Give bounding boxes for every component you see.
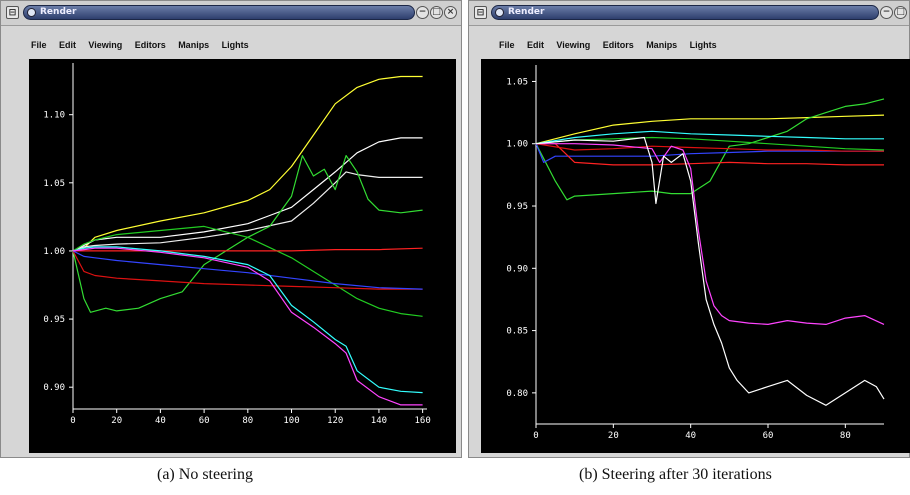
series-line-6	[536, 143, 884, 166]
y-tick-label: 1.05	[43, 179, 65, 189]
y-tick-label: 0.80	[506, 389, 528, 399]
render-viewport[interactable]: 1.05 1.00 0.95 0.90 0.85 0.80 0 20 40 60 80	[481, 59, 910, 453]
series-line-1	[72, 75, 423, 252]
window-menu-icon[interactable]: ⊟	[6, 6, 19, 19]
x-tick-label: 60	[763, 431, 774, 441]
menu-edit[interactable]: Edit	[58, 40, 76, 50]
series-line-9	[72, 246, 423, 394]
title-bar[interactable]: ⊟ Render − □	[469, 1, 909, 26]
series-line-7	[72, 250, 423, 290]
caption-a: (a) No steering	[157, 466, 253, 483]
menu-viewing[interactable]: Viewing	[88, 40, 123, 50]
maximize-icon[interactable]: □	[894, 6, 907, 19]
menu-file[interactable]: File	[499, 40, 515, 50]
series-line-4	[535, 130, 884, 145]
menu-manips[interactable]: Manips	[646, 40, 678, 50]
menu-file[interactable]: File	[31, 40, 47, 50]
series-line-6	[73, 247, 423, 252]
menu-bar: File Edit Viewing Editors Manips Lights	[1, 35, 461, 53]
menu-lights[interactable]: Lights	[689, 40, 717, 50]
menu-bar: File Edit Viewing Editors Manips Lights	[469, 35, 909, 53]
x-tick-label: 100	[283, 416, 299, 426]
x-tick-label: 60	[199, 416, 210, 426]
series-line-2	[72, 137, 423, 252]
series-line-3	[535, 136, 885, 151]
y-tick-label: 0.95	[43, 315, 65, 325]
menu-viewing[interactable]: Viewing	[556, 40, 591, 50]
title-knob-icon	[495, 8, 504, 17]
x-tick-label: 0	[533, 431, 538, 441]
x-tick-label: 80	[242, 416, 253, 426]
y-tick-label: 1.00	[43, 247, 65, 257]
window-menu-icon[interactable]: ⊟	[474, 6, 487, 19]
maximize-icon[interactable]: □	[430, 6, 443, 19]
x-tick-label: 80	[840, 431, 851, 441]
x-tick-label: 0	[70, 416, 75, 426]
menu-manips[interactable]: Manips	[178, 40, 210, 50]
x-tick-label: 40	[155, 416, 166, 426]
x-tick-label: 160	[414, 416, 430, 426]
series-line-5	[72, 225, 423, 317]
menu-edit[interactable]: Edit	[526, 40, 544, 50]
y-tick-label: 0.90	[43, 383, 65, 393]
line-chart: 1.05 1.00 0.95 0.90 0.85 0.80 0 20 40 60 80	[506, 65, 885, 441]
render-window-a: ⊟ Render − □ × File Edit Viewing Editors…	[0, 0, 462, 458]
x-tick-label: 40	[685, 431, 696, 441]
close-icon[interactable]: ×	[444, 6, 457, 19]
window-title: Render	[508, 7, 545, 17]
x-tick-label: 120	[327, 416, 343, 426]
series-line-3	[72, 171, 423, 252]
series-line-2	[535, 98, 885, 201]
minimize-icon[interactable]: −	[880, 6, 893, 19]
x-tick-label: 140	[371, 416, 387, 426]
title-knob-icon	[27, 8, 36, 17]
render-window-b: ⊟ Render − □ File Edit Viewing Editors M…	[468, 0, 910, 458]
minimize-icon[interactable]: −	[416, 6, 429, 19]
render-viewport[interactable]: 1.10 1.05 1.00 0.95 0.90 0 20 40 60 80 100 120 140 16…	[29, 59, 456, 453]
y-tick-label: 1.00	[506, 140, 528, 150]
y-tick-label: 1.10	[43, 111, 65, 121]
series-line-7	[535, 143, 884, 152]
line-chart: 1.10 1.05 1.00 0.95 0.90 0 20 40 60 80 100 120 140 16…	[43, 63, 431, 426]
title-bar[interactable]: ⊟ Render − □ ×	[1, 1, 461, 26]
series-line-1	[535, 114, 885, 145]
menu-editors[interactable]: Editors	[602, 40, 634, 50]
menu-editors[interactable]: Editors	[134, 40, 166, 50]
title-pill[interactable]: Render	[23, 5, 415, 20]
series-line-10	[72, 247, 423, 406]
series-line-8	[536, 143, 885, 325]
caption-b: (b) Steering after 30 iterations	[579, 466, 772, 483]
window-title: Render	[40, 7, 77, 17]
menu-lights[interactable]: Lights	[221, 40, 249, 50]
series-line-5	[535, 143, 884, 164]
title-pill[interactable]: Render	[491, 5, 879, 20]
series-line-8	[72, 250, 423, 290]
y-tick-label: 0.85	[506, 327, 528, 337]
x-tick-label: 20	[608, 431, 619, 441]
x-tick-label: 20	[111, 416, 122, 426]
series-line-4	[72, 154, 423, 313]
y-tick-label: 0.95	[506, 202, 528, 212]
series-line-9	[535, 136, 885, 406]
y-tick-label: 0.90	[506, 264, 528, 274]
y-tick-label: 1.05	[506, 77, 528, 87]
